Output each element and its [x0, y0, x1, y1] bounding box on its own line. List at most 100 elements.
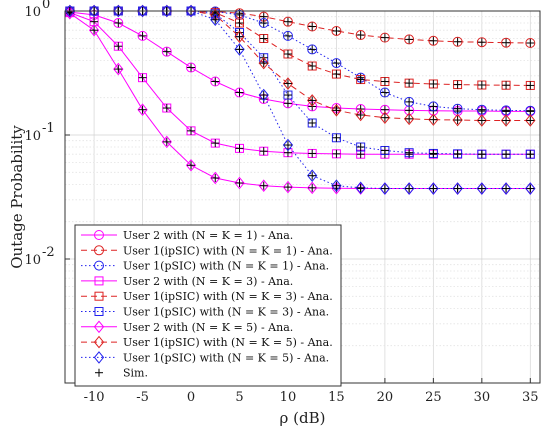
sim-point [138, 105, 147, 114]
data-point [379, 111, 391, 124]
legend-marker [94, 276, 104, 286]
data-point [258, 179, 269, 192]
sim-point [283, 50, 292, 59]
legend-entry: User 1(pSIC) with (N = K = 1) - Ana. [81, 260, 329, 273]
legend-entry: User 2 with (N = K = 1) - Ana. [81, 229, 293, 242]
data-point [452, 182, 463, 195]
sim-point [235, 45, 244, 54]
sim-point [526, 116, 535, 125]
data-point [500, 114, 512, 127]
data-point [500, 182, 512, 195]
data-point [403, 112, 415, 126]
sim-point [526, 81, 535, 90]
sim-point [332, 181, 341, 190]
data-point [331, 179, 342, 192]
sim-point [429, 149, 438, 158]
y-tick-label: 10 [24, 5, 41, 20]
data-point [331, 104, 342, 117]
sim-point [380, 88, 389, 97]
legend-label: User 2 with (N = K = 1) - Ana. [123, 229, 293, 242]
sim-point [477, 150, 486, 159]
data-point [210, 171, 221, 185]
sim-point [283, 99, 292, 108]
sim-point [356, 183, 365, 192]
sim-point [283, 31, 292, 40]
sim-point [259, 91, 268, 100]
legend-entry: User 1(pSIC) with (N = K = 3) - Ana. [81, 306, 329, 319]
sim-point [114, 42, 123, 51]
sim-point [429, 184, 438, 193]
data-point [525, 114, 536, 127]
sim-point [283, 91, 292, 100]
sim-point [283, 141, 292, 150]
sim-point [259, 19, 268, 28]
sim-point [526, 150, 535, 159]
sim-point [211, 139, 220, 148]
y-tick-exponent: -1 [42, 121, 55, 136]
sim-point [477, 105, 486, 114]
data-point [88, 4, 100, 18]
data-point [428, 182, 439, 195]
y-tick-label: 10 [24, 129, 41, 144]
data-point [476, 182, 487, 195]
sim-point [332, 70, 341, 79]
data-point [282, 30, 293, 41]
sim-point [477, 184, 486, 193]
data-point [428, 35, 439, 46]
sim-point [477, 116, 486, 125]
data-point [234, 43, 245, 56]
legend: User 2 with (N = K = 1) - Ana. User 1(ipS… [74, 224, 342, 387]
y-tick-label: 10 [24, 253, 41, 268]
legend-marker [93, 320, 105, 334]
data-point [137, 103, 148, 116]
data-point [379, 182, 391, 195]
data-point [161, 46, 172, 57]
sim-point [259, 147, 268, 156]
sim-point [187, 161, 196, 170]
sim-point [187, 126, 196, 135]
data-point [379, 32, 390, 43]
legend-label: Sim. [123, 367, 148, 380]
data-point [428, 113, 439, 126]
data-point [307, 94, 318, 107]
data-point [234, 176, 245, 190]
data-point [379, 87, 390, 98]
data-point [113, 4, 124, 18]
sim-point [308, 62, 317, 71]
sim-point [502, 81, 511, 90]
data-point [452, 36, 463, 47]
legend-label: User 1(ipSIC) with (N = K = 3) - Ana. [123, 290, 333, 303]
sim-point [308, 171, 317, 180]
data-point [525, 37, 536, 48]
sim-point [235, 10, 244, 19]
data-point [476, 114, 487, 127]
x-tick-label: 10 [280, 390, 297, 405]
sim-point [526, 106, 535, 115]
sim-point [283, 183, 292, 192]
sim-point [429, 115, 438, 124]
data-point [210, 13, 221, 27]
data-point [258, 18, 269, 29]
sim-point [187, 63, 196, 72]
data-point [355, 108, 366, 122]
data-point [501, 37, 512, 48]
x-axis-title: ρ (dB) [280, 409, 326, 427]
data-point [307, 44, 318, 55]
sim-point [235, 19, 244, 28]
sim-point [405, 79, 414, 88]
x-tick-label: 0 [187, 390, 195, 405]
data-point [137, 4, 148, 18]
sim-point [308, 22, 317, 31]
data-point [525, 182, 536, 195]
sim-point [429, 102, 438, 111]
data-point [88, 23, 100, 37]
sim-point [211, 174, 220, 183]
legend-marker [93, 335, 105, 349]
data-point [113, 62, 124, 76]
data-point [282, 16, 293, 27]
x-tick-label: 30 [474, 390, 491, 405]
data-point [307, 169, 318, 182]
sim-point [356, 110, 365, 119]
data-point [64, 4, 75, 18]
